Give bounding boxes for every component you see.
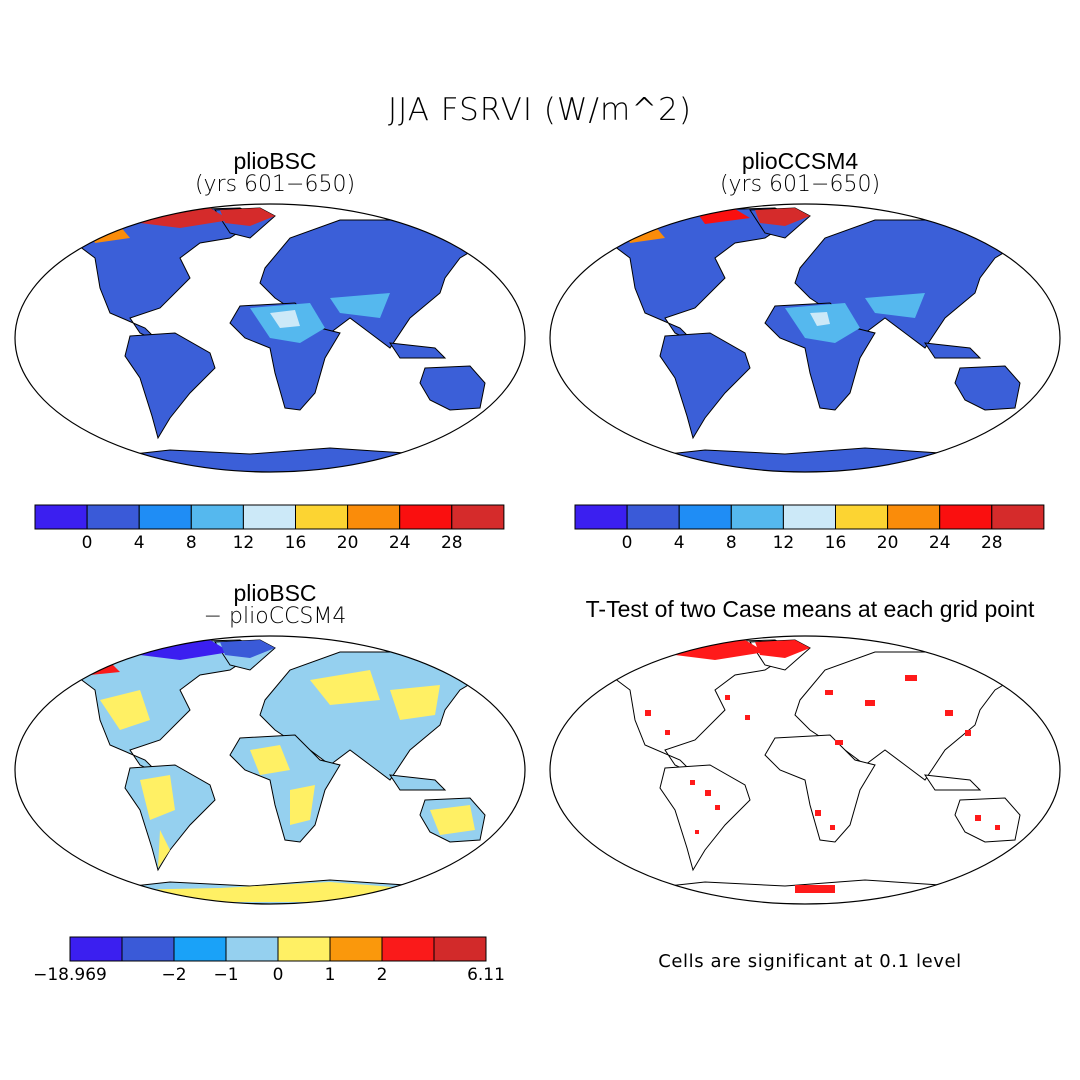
cb1-swatch xyxy=(242,504,296,530)
cb2-swatch xyxy=(574,504,628,530)
cb1-swatch xyxy=(399,504,453,530)
panel2-subtitle: (yrs 601−650) xyxy=(719,172,881,197)
panel3-title: plioBSC xyxy=(233,580,317,606)
cb3-label: −18.969 xyxy=(33,965,107,985)
panel4-title: T-Test of two Case means at each grid po… xyxy=(585,596,1035,622)
cb1-label: 0 xyxy=(82,533,93,553)
cb2-swatch xyxy=(887,504,941,530)
figure-title: JJA FSRVI (W/m^2) xyxy=(388,92,692,128)
cb2-swatch xyxy=(782,504,836,530)
cb2-label: 16 xyxy=(825,533,847,553)
cb2-label: 20 xyxy=(877,533,899,553)
cb2-swatch xyxy=(730,504,784,530)
cb3-swatch xyxy=(69,936,123,962)
cb3-swatch xyxy=(225,936,279,962)
panel2-title: plioCCSM4 xyxy=(741,148,859,174)
cb1-label: 4 xyxy=(134,533,145,553)
panel1-title: plioBSC xyxy=(233,148,317,174)
cb2-label: 12 xyxy=(773,533,795,553)
cb2-label: 28 xyxy=(981,533,1003,553)
colorbar-panel2: 0 4 8 12 16 20 24 28 xyxy=(574,504,1045,553)
cb1-swatch xyxy=(451,504,505,530)
colorbar-panel3: −18.969 −2 −1 0 1 2 6.11 xyxy=(33,936,505,985)
cb2-swatch xyxy=(626,504,680,530)
cb1-label: 12 xyxy=(233,533,255,553)
cb1-swatch xyxy=(295,504,349,530)
panel1-subtitle: (yrs 601−650) xyxy=(194,172,356,197)
cb2-label: 0 xyxy=(622,533,633,553)
cb3-label: 6.11 xyxy=(467,965,505,985)
cb2-swatch xyxy=(939,504,993,530)
cb2-label: 24 xyxy=(929,533,951,553)
ttest-note: Cells are significant at 0.1 level xyxy=(658,951,962,972)
cb1-label: 24 xyxy=(389,533,411,553)
cb1-label: 8 xyxy=(186,533,197,553)
cb1-label: 16 xyxy=(285,533,307,553)
cb2-label: 4 xyxy=(674,533,685,553)
panel3-map xyxy=(14,635,526,905)
panel3-subtitle: − plioCCSM4 xyxy=(203,604,347,629)
panel1-map xyxy=(14,203,526,473)
cb1-label: 20 xyxy=(337,533,359,553)
cb2-swatch xyxy=(678,504,732,530)
cb3-label: 1 xyxy=(325,965,336,985)
cb1-swatch xyxy=(190,504,244,530)
cb3-label: −2 xyxy=(161,965,186,985)
cb3-label: 2 xyxy=(377,965,388,985)
panel2-map xyxy=(549,203,1061,473)
colorbar-panel1: 0 4 8 12 16 20 24 28 xyxy=(34,504,505,553)
cb3-swatch xyxy=(173,936,227,962)
cb1-label: 28 xyxy=(441,533,463,553)
cb1-swatch xyxy=(34,504,88,530)
cb1-swatch xyxy=(138,504,192,530)
cb1-swatch xyxy=(347,504,401,530)
cb2-label: 8 xyxy=(726,533,737,553)
cb3-swatch xyxy=(121,936,175,962)
cb3-swatch xyxy=(381,936,435,962)
cb3-swatch xyxy=(277,936,331,962)
cb2-swatch xyxy=(835,504,889,530)
cb1-swatch xyxy=(86,504,140,530)
cb3-swatch xyxy=(433,936,487,962)
cb3-label: −1 xyxy=(213,965,238,985)
cb3-swatch xyxy=(329,936,383,962)
cb3-label: 0 xyxy=(273,965,284,985)
panel4-map xyxy=(549,635,1061,905)
cb2-swatch xyxy=(991,504,1045,530)
